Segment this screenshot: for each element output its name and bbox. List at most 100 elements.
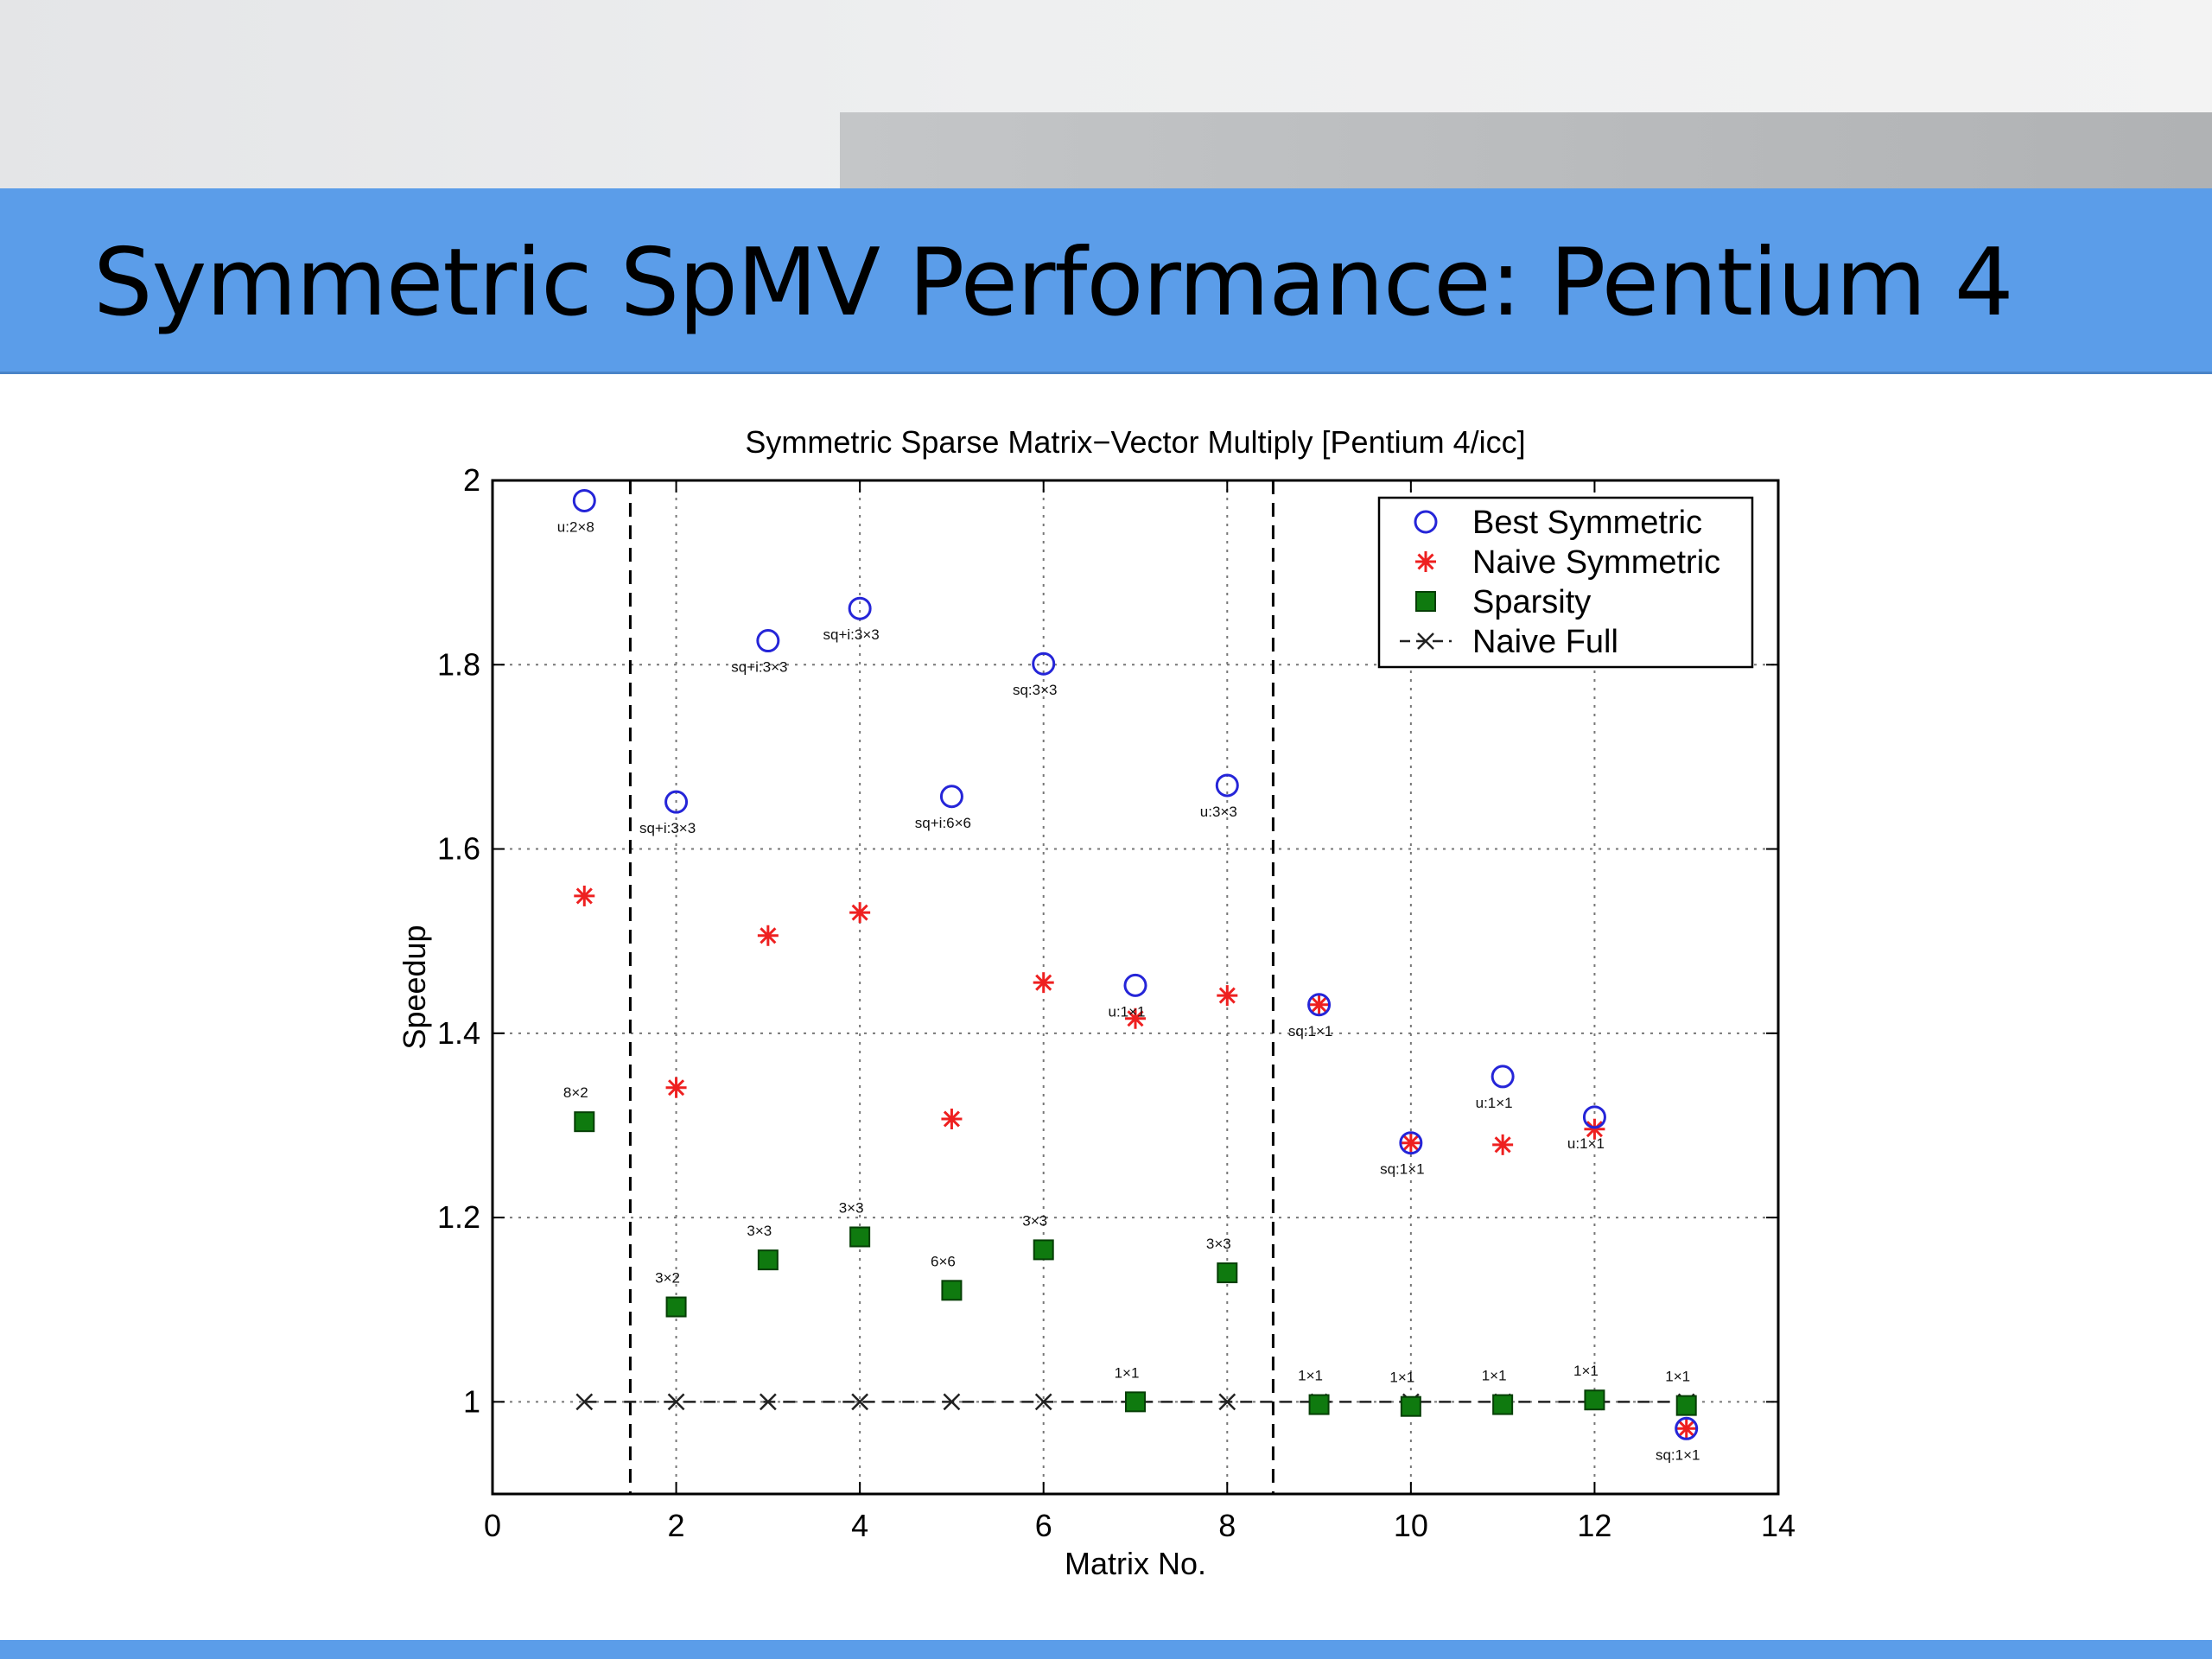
x-tick-label: 2 [668,1508,685,1543]
naive-symmetric-point [1400,1132,1421,1154]
naive-symmetric-point [1217,985,1238,1007]
point-label: u:2×8 [557,518,594,535]
y-tick-label: 1.4 [437,1015,480,1051]
naive-full-point [759,1393,777,1411]
x-tick-label: 12 [1577,1508,1611,1543]
legend-label-sparsity: Sparsity [1472,584,1591,620]
legend-marker-sparsity [1415,591,1436,612]
y-axis-label: Speedup [397,925,432,1049]
point-label: 8×2 [563,1084,588,1101]
point-label: sq:1×1 [1380,1161,1425,1178]
point-label: sq+i:3×3 [731,659,787,676]
legend-marker-naive-full [1417,632,1434,650]
best-symmetric-point [1307,993,1332,1017]
y-tick-label: 1.2 [437,1199,480,1235]
y-tick-label: 1.6 [437,831,480,867]
best-symmetric-point [756,629,780,653]
sparsity-point [849,1226,871,1248]
naive-symmetric-point [849,902,871,924]
naive-full-point [1218,1393,1236,1411]
naive-symmetric-point [1584,1118,1605,1140]
best-symmetric-point [848,596,872,620]
point-label: u:1×1 [1476,1095,1513,1111]
point-label: 3×3 [1022,1212,1047,1229]
best-symmetric-series [572,488,1699,1440]
sparsity-point [1492,1394,1514,1415]
naive-symmetric-point [941,1108,963,1129]
naive-symmetric-point [1033,972,1054,994]
naive-symmetric-point [757,925,779,946]
point-label: sq+i:3×3 [823,626,880,643]
y-tick-label: 1 [463,1383,480,1419]
naive-full-point [1034,1393,1052,1411]
legend-box [1377,496,1754,669]
x-tick-label: 10 [1394,1508,1428,1543]
axis-ticks: 0 2 4 6 8 10 12 14 1 1.2 1.4 1.6 1.8 2 [437,462,1796,1543]
point-label: 6×6 [931,1253,956,1269]
legend-marker-naive-symmetric [1415,551,1436,572]
y-tick-label: 1.8 [437,646,480,682]
x-tick-label: 6 [1035,1508,1052,1543]
best-symmetric-point [939,785,963,809]
best-symmetric-point [1399,1131,1423,1155]
x-tick-label: 14 [1761,1508,1796,1543]
sparsity-point [1675,1395,1697,1416]
sparsity-point [574,1111,595,1133]
point-label: sq:1×1 [1288,1023,1333,1039]
point-label: 1×1 [1482,1368,1507,1384]
naive-symmetric-point [574,885,595,906]
data-series [572,488,1699,1440]
legend-label-naive-symmetric: Naive Symmetric [1472,544,1720,581]
sparsity-point [1217,1262,1238,1284]
x-tick-label: 8 [1218,1508,1236,1543]
naive-full-point [943,1393,961,1411]
point-label: sq+i:3×3 [639,820,696,836]
sparsity-point [665,1296,687,1318]
best-symmetric-point [572,488,596,512]
point-label: 1×1 [1389,1370,1414,1386]
best-symmetric-point [664,790,689,814]
best-symmetric-point [1123,973,1147,997]
plot-frame [491,479,1780,1496]
divider-lines [628,480,1274,1494]
legend-label-best-symmetric: Best Symmetric [1472,505,1702,541]
slide-title: Symmetric SpMV Performance: Pentium 4 [93,229,2014,337]
naive-symmetric-point [1125,1007,1146,1029]
best-symmetric-point [1582,1105,1606,1129]
naive-full-point [851,1393,869,1411]
best-symmetric-point [1032,652,1056,676]
point-label: 3×3 [747,1223,772,1239]
point-label: sq:3×3 [1013,682,1058,698]
sparsity-point [757,1249,779,1271]
title-bar [0,188,2212,374]
point-label: 1×1 [1665,1369,1690,1385]
naive-symmetric-point [665,1077,687,1098]
sparsity-point [1584,1389,1605,1411]
naive-symmetric-point [1492,1134,1514,1155]
point-label: 1×1 [1573,1363,1599,1379]
point-label: u:1×1 [1108,1003,1145,1020]
header-band-accent [840,112,2212,190]
best-symmetric-point [1215,773,1239,798]
point-label: 3×2 [655,1270,680,1287]
best-symmetric-point [1675,1416,1699,1440]
sparsity-point [941,1280,963,1301]
x-axis-label: Matrix No. [1065,1546,1206,1581]
naive-full-point [575,1393,594,1411]
legend-label-naive-full: Naive Full [1472,624,1618,660]
naive-full-point [667,1393,685,1411]
point-label: 3×3 [839,1199,864,1216]
sparsity-series [574,1111,1697,1417]
legend-marker-best-symmetric [1414,510,1438,534]
naive-symmetric-point [1675,1418,1697,1440]
point-label: u:3×3 [1200,804,1237,820]
x-tick-label: 4 [851,1508,868,1543]
point-label: 3×3 [1206,1236,1231,1252]
naive-symmetric-series [574,885,1697,1440]
sparsity-point [1308,1394,1330,1415]
x-tick-label: 0 [484,1508,501,1543]
y-tick-label: 2 [463,462,480,498]
point-label: u:1×1 [1567,1135,1605,1152]
